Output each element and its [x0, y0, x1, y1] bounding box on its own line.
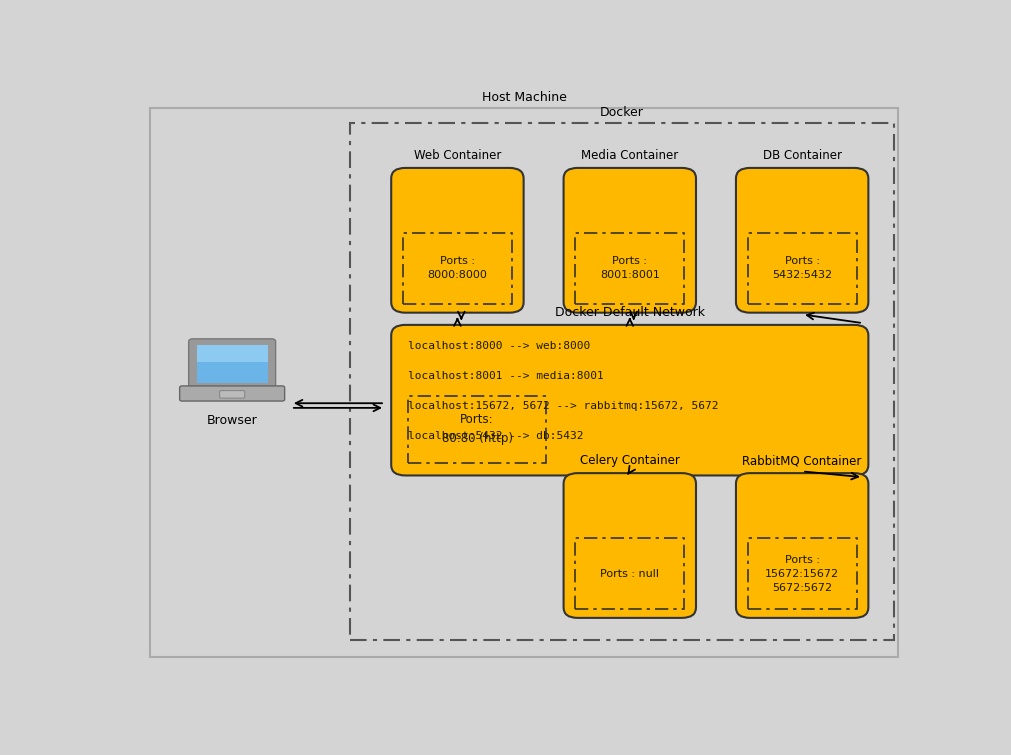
Text: localhost:15672, 5672 --> rabbitmq:15672, 5672: localhost:15672, 5672 --> rabbitmq:15672…	[408, 401, 719, 411]
FancyBboxPatch shape	[196, 344, 268, 383]
Text: Docker Default Network: Docker Default Network	[555, 306, 705, 319]
Bar	[408, 396, 546, 463]
FancyBboxPatch shape	[189, 339, 276, 389]
Bar	[403, 233, 512, 304]
FancyBboxPatch shape	[196, 345, 268, 362]
Text: Ports :
8000:8000: Ports : 8000:8000	[428, 257, 487, 280]
FancyBboxPatch shape	[391, 168, 524, 313]
FancyBboxPatch shape	[736, 168, 868, 313]
Bar	[748, 538, 856, 609]
FancyBboxPatch shape	[219, 390, 245, 398]
Bar	[575, 538, 684, 609]
Text: localhost:8000 --> web:8000: localhost:8000 --> web:8000	[408, 341, 590, 350]
Text: RabbitMQ Container: RabbitMQ Container	[742, 455, 861, 467]
FancyBboxPatch shape	[563, 473, 696, 618]
Text: Ports : null: Ports : null	[601, 569, 659, 578]
Text: Media Container: Media Container	[581, 149, 678, 162]
Bar	[350, 122, 894, 640]
Text: Ports :
5432:5432: Ports : 5432:5432	[772, 257, 832, 280]
Text: localhost:8001 --> media:8001: localhost:8001 --> media:8001	[408, 371, 605, 381]
Text: DB Container: DB Container	[762, 149, 842, 162]
Text: Ports :
8001:8001: Ports : 8001:8001	[600, 257, 660, 280]
Text: Web Container: Web Container	[413, 149, 501, 162]
FancyBboxPatch shape	[391, 325, 868, 476]
Text: Ports :
15672:15672
5672:5672: Ports : 15672:15672 5672:5672	[765, 555, 839, 593]
Text: Ports:
80:80 (http): Ports: 80:80 (http)	[442, 413, 513, 445]
FancyBboxPatch shape	[736, 473, 868, 618]
Bar	[748, 233, 856, 304]
FancyBboxPatch shape	[180, 386, 285, 401]
Text: Browser: Browser	[207, 414, 258, 427]
Text: Docker: Docker	[600, 106, 644, 119]
FancyBboxPatch shape	[563, 168, 696, 313]
Text: Celery Container: Celery Container	[580, 455, 679, 467]
Text: localhost:5432 --> db:5432: localhost:5432 --> db:5432	[408, 431, 584, 441]
Text: Host Machine: Host Machine	[481, 91, 566, 104]
Bar	[575, 233, 684, 304]
